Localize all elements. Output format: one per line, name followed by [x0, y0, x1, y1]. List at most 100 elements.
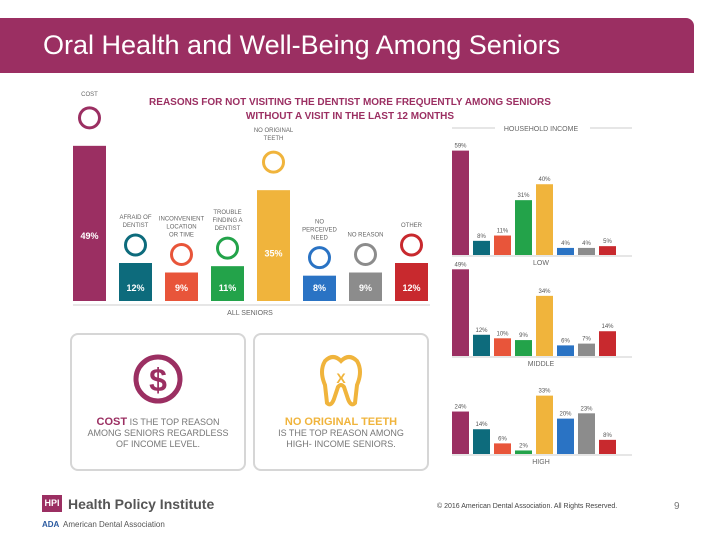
- teeth-callout: X NO ORIGINAL TEETH IS THE TOP REASON AM…: [253, 333, 429, 471]
- infographic-title: REASONS FOR NOT VISITING THE DENTIST MOR…: [120, 96, 580, 124]
- income-low-value-0: 59%: [454, 144, 467, 150]
- income-middle-value-2: 10%: [496, 331, 509, 337]
- income-high-value-1: 14%: [475, 422, 488, 428]
- all-category-label-1-0: AFRAID OF: [119, 215, 151, 221]
- income-low-value-6: 4%: [582, 241, 591, 247]
- cost-callout-text: COST IS THE TOP REASON AMONG SENIORS REG…: [80, 417, 236, 450]
- all-category-label-2-1: LOCATION: [166, 225, 196, 231]
- all-bar-4: [257, 190, 290, 301]
- hpi-logo: HPI: [42, 495, 62, 512]
- income-middle-value-6: 7%: [582, 337, 591, 343]
- all-category-icon-3: [216, 236, 239, 260]
- income-low-value-3: 31%: [517, 193, 530, 199]
- all-value-label-1: 12%: [126, 283, 144, 293]
- all-category-icon-5: [308, 246, 331, 270]
- copyright-text: © 2016 American Dental Association. All …: [437, 503, 618, 510]
- income-low-value-1: 8%: [477, 234, 486, 240]
- income-low-bar-5: [557, 247, 574, 255]
- infographic-title-line1: REASONS FOR NOT VISITING THE DENTIST MOR…: [149, 97, 551, 108]
- income-high-value-4: 33%: [538, 389, 551, 395]
- income-low-bar-2: [494, 235, 511, 255]
- income-low-value-2: 11%: [497, 229, 509, 235]
- income-high-value-5: 20%: [559, 412, 572, 418]
- all-category-label-7-0: OTHER: [401, 223, 423, 229]
- all-bar-5: [303, 275, 336, 301]
- income-high-label: HIGH: [532, 459, 550, 466]
- all-category-label-3-1: FINDING A: [212, 218, 242, 224]
- income-high-value-2: 6%: [498, 436, 507, 442]
- income-low-bar-1: [473, 240, 490, 255]
- all-bar-6: [349, 272, 382, 301]
- ada-name: American Dental Association: [63, 520, 165, 529]
- all-value-label-7: 12%: [402, 283, 420, 293]
- all-category-label-1-1: DENTIST: [123, 223, 149, 229]
- income-low-label: LOW: [533, 260, 549, 267]
- income-low-bar-4: [536, 184, 553, 255]
- income-high-bar-2: [494, 443, 511, 454]
- all-category-label-5-1: PERCEIVED: [302, 228, 337, 234]
- income-low-bar-7: [599, 246, 616, 255]
- income-low-value-5: 4%: [561, 241, 570, 247]
- all-value-label-6: 9%: [359, 283, 372, 293]
- all-bar-3: [211, 266, 244, 301]
- income-middle-bar-7: [599, 331, 616, 356]
- income-high-bar-7: [599, 439, 616, 454]
- all-category-icon-0: [78, 106, 101, 130]
- income-middle-bar-5: [557, 345, 574, 356]
- all-category-label-3-2: DENTIST: [215, 226, 241, 232]
- income-high-bar-6: [578, 413, 595, 454]
- teeth-callout-text: NO ORIGINAL TEETH IS THE TOP REASON AMON…: [263, 417, 419, 450]
- cost-callout-line1: IS THE TOP REASON: [129, 417, 220, 427]
- all-category-label-4-0: NO ORIGINAL: [254, 128, 294, 134]
- all-category-label-4-1: TEETH: [264, 136, 284, 142]
- income-high-bar-5: [557, 418, 574, 454]
- slide-title-bar: Oral Health and Well-Being Among Seniors: [0, 18, 694, 73]
- income-middle-label: MIDDLE: [528, 361, 555, 368]
- all-category-icon-7: [400, 233, 423, 257]
- institute-name: Health Policy Institute: [68, 496, 215, 512]
- income-middle-bar-6: [578, 343, 595, 356]
- all-seniors-label: ALL SENIORS: [227, 310, 273, 317]
- all-category-label-5-0: NO: [315, 220, 324, 226]
- all-value-label-4: 35%: [264, 249, 282, 259]
- dollar-icon: $: [133, 354, 183, 404]
- income-high-bar-4: [536, 395, 553, 454]
- all-bar-1: [119, 263, 152, 301]
- income-high-value-6: 23%: [580, 406, 593, 412]
- income-high-value-0: 24%: [454, 405, 467, 411]
- income-low-bar-6: [578, 247, 595, 255]
- all-category-label-5-2: NEED: [311, 236, 328, 242]
- income-high-bar-3: [515, 450, 532, 454]
- income-middle-value-0: 49%: [454, 262, 467, 268]
- ada-logo: ADA: [42, 520, 60, 529]
- income-middle-bar-0: [452, 269, 469, 356]
- teeth-callout-bold: NO ORIGINAL TEETH: [284, 416, 398, 428]
- income-high-value-3: 2%: [519, 443, 528, 449]
- income-middle-bar-3: [515, 340, 532, 356]
- cost-callout-line3: OF INCOME LEVEL.: [115, 439, 201, 449]
- all-category-label-6-0: NO REASON: [347, 233, 383, 239]
- all-category-label-2-2: OR TIME: [169, 233, 194, 239]
- all-value-label-3: 11%: [219, 283, 237, 293]
- all-category-icon-2: [170, 243, 193, 266]
- income-high-bar-1: [473, 429, 490, 454]
- income-middle-bar-1: [473, 334, 490, 356]
- income-low-value-4: 40%: [538, 177, 551, 183]
- cost-callout: $ COST IS THE TOP REASON AMONG SENIORS R…: [70, 333, 246, 471]
- cost-callout-line2: AMONG SENIORS REGARDLESS: [87, 428, 229, 438]
- income-high-value-7: 8%: [603, 433, 612, 439]
- teeth-callout-line1: IS THE TOP REASON AMONG: [278, 428, 404, 438]
- all-bar-2: [165, 272, 198, 301]
- income-middle-bar-2: [494, 338, 511, 356]
- income-middle-bar-4: [536, 295, 553, 356]
- all-value-label-5: 8%: [313, 283, 326, 293]
- household-income-title: HOUSEHOLD INCOME: [504, 126, 579, 133]
- income-high-bar-0: [452, 411, 469, 454]
- page-number: 9: [674, 501, 680, 512]
- income-low-bar-3: [515, 200, 532, 255]
- all-category-icon-1: [124, 233, 147, 257]
- all-category-label-3-0: TROUBLE: [213, 210, 241, 216]
- income-middle-value-3: 9%: [519, 333, 528, 339]
- all-category-label-0-0: COST: [81, 92, 98, 98]
